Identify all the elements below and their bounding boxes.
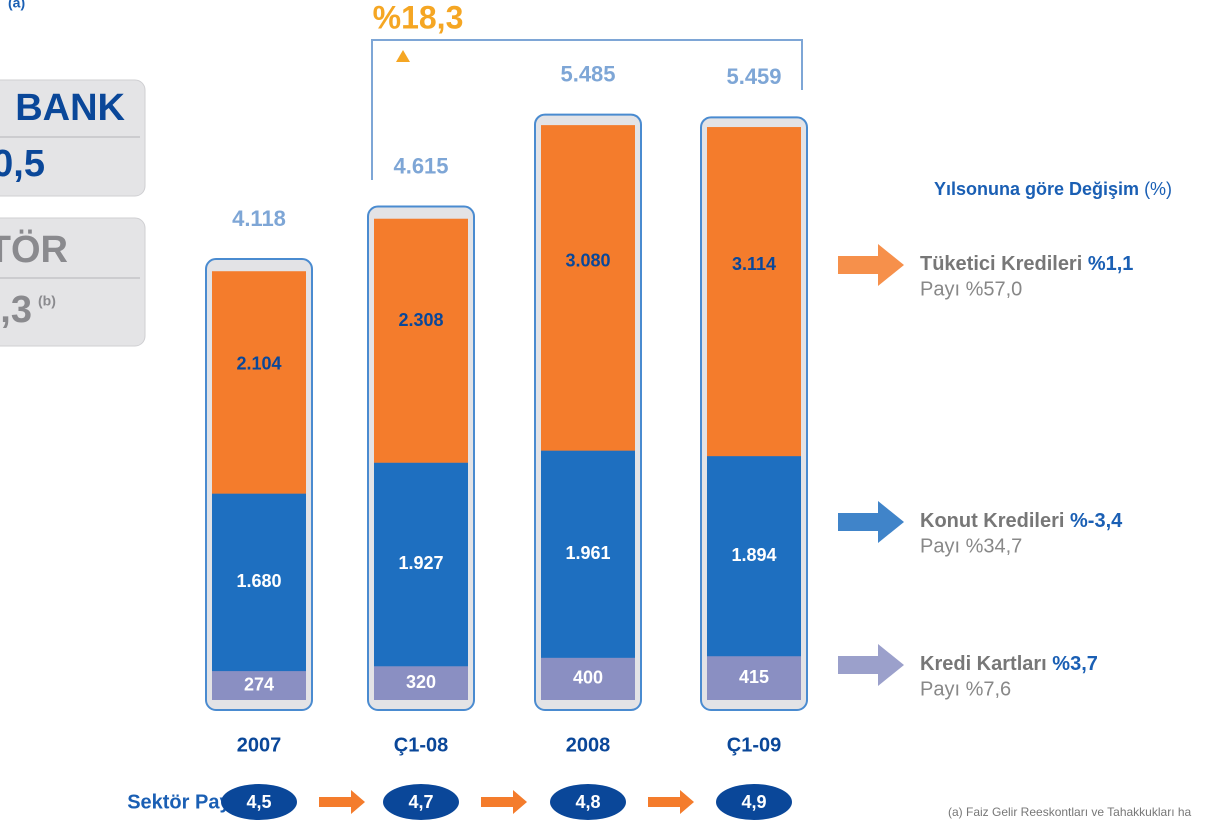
legend-unit: (%) [1144,179,1172,199]
growth-label: %18,3 [373,0,464,35]
value-label: 3.080 [565,251,610,271]
total-label: 4.615 [393,153,448,178]
legend-entry: Kredi Kartları %3,7 [920,653,1098,675]
bar-shine [707,127,801,457]
value-label: 400 [573,668,603,688]
panel-title: TÖR [0,228,68,271]
panel-title: BANK [15,87,125,129]
bar-shine [541,125,635,451]
legend-arrow [838,501,904,543]
x-tick-label: 2008 [566,734,611,756]
legend-name: Tüketici Kredileri [920,253,1082,275]
legend-change: %3,7 [1052,653,1098,675]
value-label: 415 [739,667,769,687]
bar-shine [374,218,468,463]
legend-arrow [838,244,904,286]
total-label: 4.118 [232,206,286,231]
value-label: 3.114 [732,254,776,274]
value-label: 2.308 [398,310,443,330]
bar-shine [212,493,306,672]
sector-pill [550,784,626,820]
legend-name: Konut Kredileri [920,510,1064,532]
value-label: 320 [406,672,436,692]
bar-shine [212,671,306,700]
value-label: 2.104 [236,353,281,373]
legend-title: Yılsonuna göre Değişim (%) [934,179,1172,199]
sector-pill [383,784,459,820]
sector-arrow [481,790,527,814]
x-tick-label: Ç1-08 [394,734,448,756]
panel [0,79,146,197]
growth-arrow [396,50,410,62]
bar-shine [374,462,468,667]
sector-value: 4,8 [575,792,600,812]
bar-shine [541,450,635,658]
legend-change: %1,1 [1088,253,1134,275]
legend-share: Payı %34,7 [920,535,1022,557]
sector-arrow [648,790,694,814]
bar-shine [212,271,306,494]
legend-share: Payı %57,0 [920,278,1022,300]
value-label: 1.927 [398,553,443,573]
legend-entry: Konut Kredileri %-3,4 [920,510,1123,532]
panel-note: (b) [38,293,56,309]
total-label: 5.459 [726,64,781,89]
x-tick-label: 2007 [237,734,282,756]
panel [0,217,146,347]
value-label: 1.894 [731,545,776,565]
value-label: 1.961 [565,543,610,563]
sector-value: 4,5 [246,792,271,812]
legend-arrow [838,644,904,686]
value-label: 274 [244,674,274,694]
value-label: 1.680 [236,571,281,591]
sector-value: 4,9 [741,792,766,812]
bar-shine [374,666,468,700]
bar-shine [707,456,801,657]
sector-pill [716,784,792,820]
x-tick-label: Ç1-09 [727,734,781,756]
bar-shine [707,656,801,700]
sector-pill [221,784,297,820]
legend-entry: Tüketici Kredileri %1,1 [920,253,1133,275]
panel-value: 0,5 [0,143,45,185]
sector-value: 4,7 [408,792,433,812]
sector-arrow [319,790,365,814]
legend-share: Payı %7,6 [920,678,1011,700]
legend-change: %-3,4 [1070,510,1123,532]
footnote: (a) Faiz Gelir Reeskontları ve Tahakkukl… [948,805,1192,819]
top-note: (a) [8,0,25,11]
bar-shine [541,657,635,700]
legend-name: Kredi Kartları [920,653,1047,675]
total-label: 5.485 [560,61,615,86]
growth-bracket [371,39,803,180]
panel-value: ,3 [0,289,32,331]
legend-title-text: Yılsonuna göre Değişim [934,179,1139,199]
